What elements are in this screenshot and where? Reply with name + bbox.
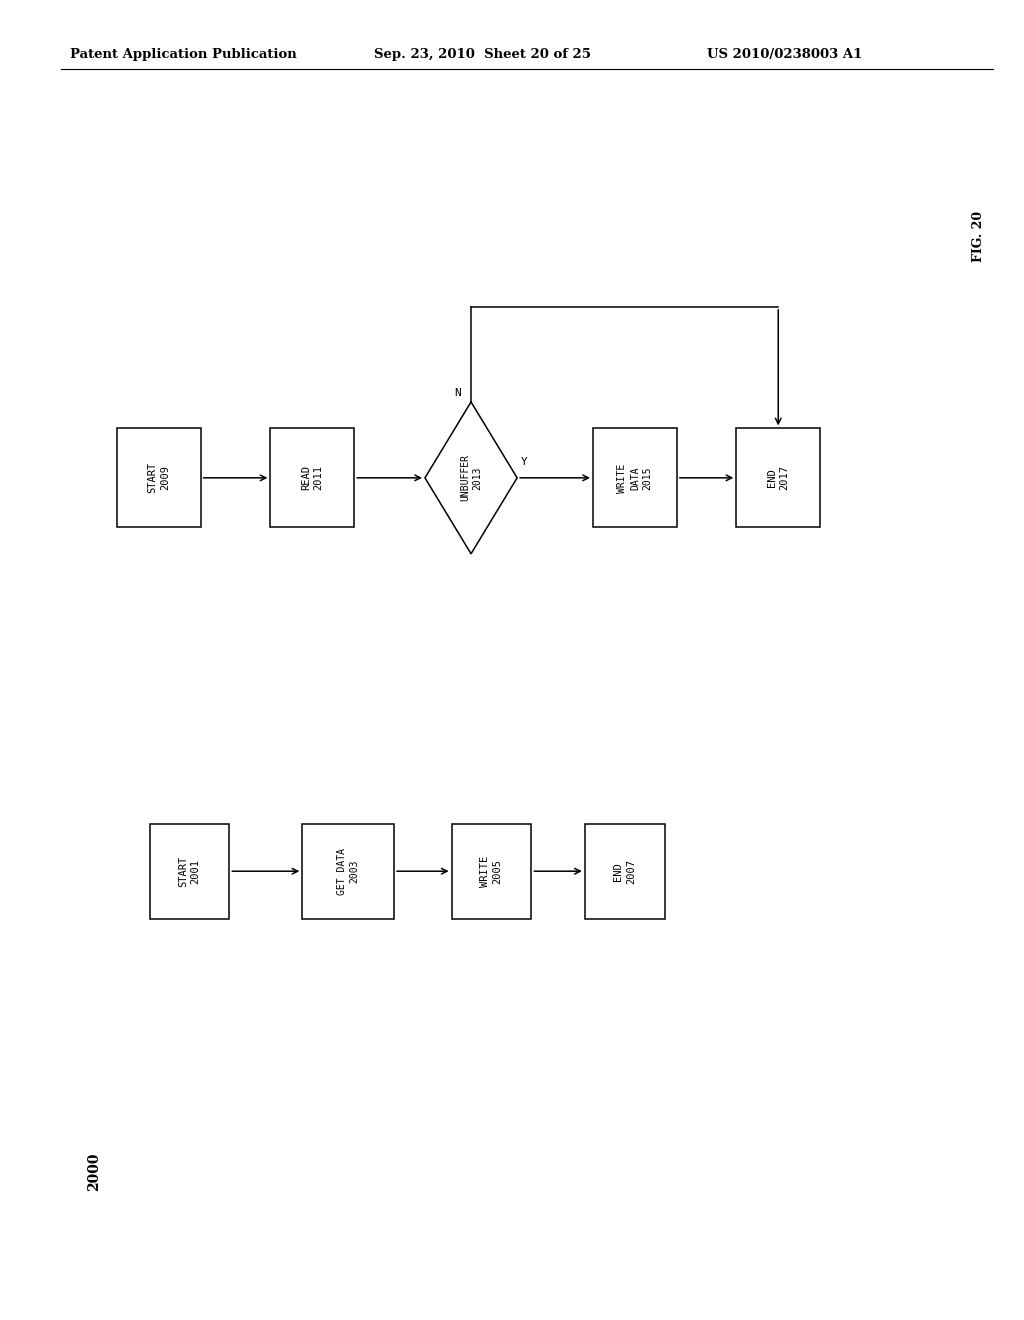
Text: READ
2011: READ 2011: [301, 466, 324, 490]
Polygon shape: [425, 401, 517, 554]
Text: 2000: 2000: [87, 1152, 101, 1191]
FancyBboxPatch shape: [736, 428, 820, 527]
Text: END
2007: END 2007: [613, 859, 636, 883]
FancyBboxPatch shape: [150, 824, 229, 919]
Text: Sep. 23, 2010  Sheet 20 of 25: Sep. 23, 2010 Sheet 20 of 25: [374, 48, 591, 61]
FancyBboxPatch shape: [452, 824, 531, 919]
Text: UNBUFFER
2013: UNBUFFER 2013: [460, 454, 482, 502]
Text: GET DATA
2003: GET DATA 2003: [337, 847, 359, 895]
Text: US 2010/0238003 A1: US 2010/0238003 A1: [707, 48, 862, 61]
Text: WRITE
2005: WRITE 2005: [480, 855, 503, 887]
FancyBboxPatch shape: [270, 428, 354, 527]
Text: N: N: [454, 388, 461, 399]
Text: FIG. 20: FIG. 20: [973, 211, 985, 263]
Text: END
2017: END 2017: [767, 466, 790, 490]
FancyBboxPatch shape: [117, 428, 201, 527]
Text: Patent Application Publication: Patent Application Publication: [70, 48, 296, 61]
FancyBboxPatch shape: [593, 428, 677, 527]
FancyBboxPatch shape: [585, 824, 665, 919]
Text: START
2001: START 2001: [178, 855, 201, 887]
FancyBboxPatch shape: [302, 824, 394, 919]
Text: WRITE
DATA
2015: WRITE DATA 2015: [617, 463, 652, 492]
Text: START
2009: START 2009: [147, 462, 170, 494]
Text: Y: Y: [521, 457, 528, 467]
